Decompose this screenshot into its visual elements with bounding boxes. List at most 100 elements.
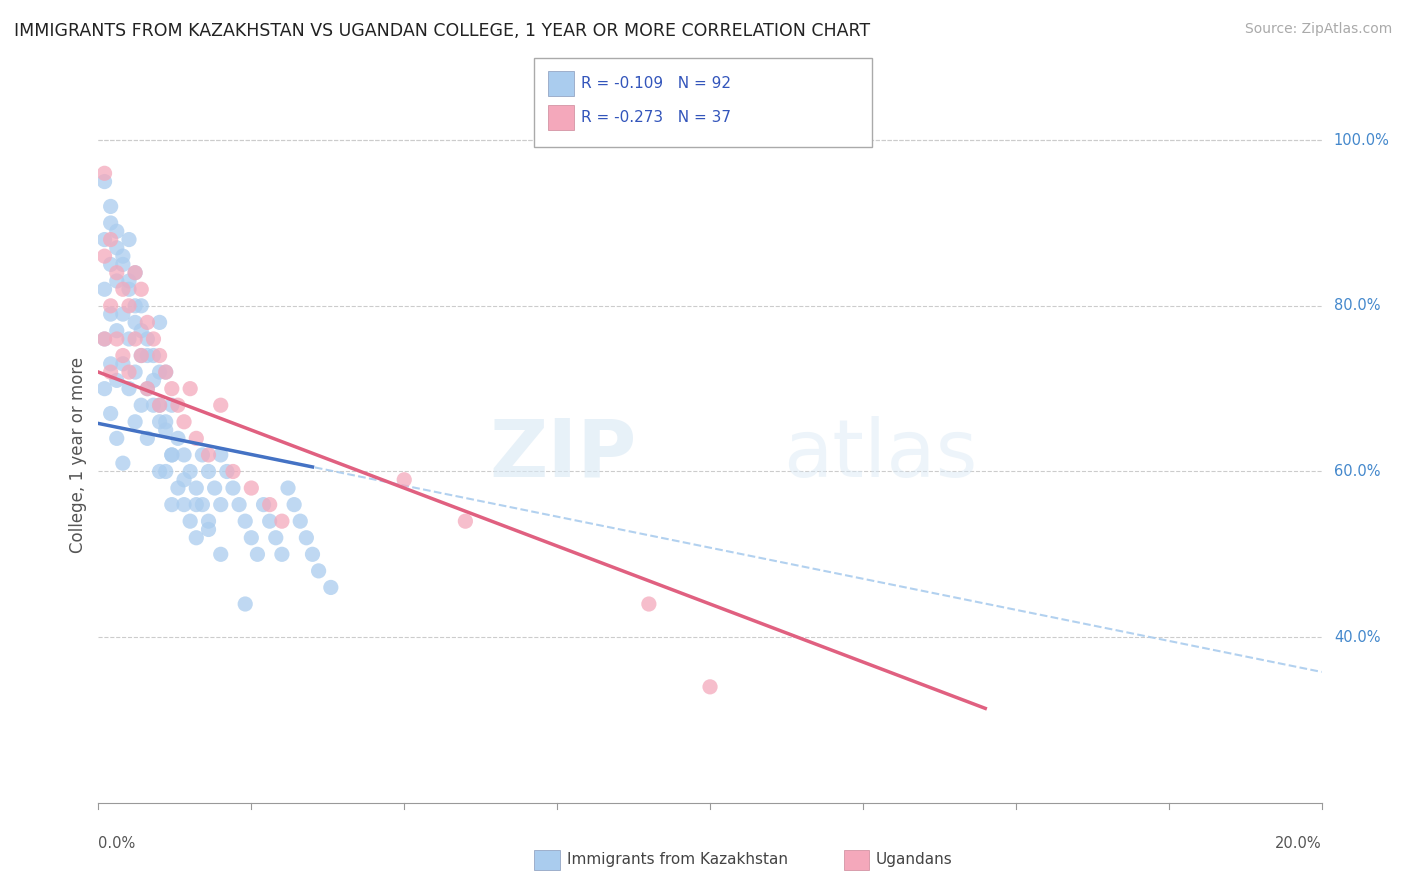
- Point: [155, 365, 177, 379]
- Point: [100, 216, 122, 230]
- Point: [136, 315, 159, 329]
- Point: [160, 382, 183, 396]
- Point: [142, 398, 165, 412]
- Point: [179, 465, 201, 479]
- Point: [149, 349, 172, 363]
- Point: [129, 398, 152, 412]
- Point: [392, 473, 416, 487]
- Point: [93, 166, 115, 180]
- Point: [290, 514, 312, 528]
- Point: [270, 514, 292, 528]
- Point: [149, 365, 172, 379]
- Point: [93, 382, 115, 396]
- Point: [319, 581, 342, 595]
- Point: [209, 398, 232, 412]
- Point: [124, 365, 146, 379]
- Text: atlas: atlas: [783, 416, 977, 494]
- Point: [105, 373, 128, 387]
- Point: [149, 398, 172, 412]
- Point: [100, 199, 122, 213]
- Point: [111, 349, 134, 363]
- Point: [283, 498, 305, 512]
- Point: [105, 241, 128, 255]
- Point: [167, 431, 190, 445]
- Point: [270, 547, 292, 561]
- Point: [173, 498, 195, 512]
- Point: [105, 266, 128, 280]
- Text: Immigrants from Kazakhstan: Immigrants from Kazakhstan: [567, 853, 787, 867]
- Point: [142, 332, 165, 346]
- Text: 20.0%: 20.0%: [1275, 836, 1322, 851]
- Point: [197, 514, 219, 528]
- Text: IMMIGRANTS FROM KAZAKHSTAN VS UGANDAN COLLEGE, 1 YEAR OR MORE CORRELATION CHART: IMMIGRANTS FROM KAZAKHSTAN VS UGANDAN CO…: [14, 22, 870, 40]
- Point: [124, 299, 146, 313]
- Point: [129, 324, 152, 338]
- Point: [105, 431, 128, 445]
- Point: [129, 282, 152, 296]
- Point: [129, 299, 152, 313]
- Text: R = -0.273   N = 37: R = -0.273 N = 37: [581, 111, 731, 125]
- Point: [186, 481, 208, 495]
- Point: [136, 431, 159, 445]
- Point: [129, 349, 152, 363]
- Point: [93, 175, 115, 189]
- Point: [100, 357, 122, 371]
- Point: [129, 349, 152, 363]
- Point: [124, 415, 146, 429]
- Text: Source: ZipAtlas.com: Source: ZipAtlas.com: [1244, 22, 1392, 37]
- Point: [149, 465, 172, 479]
- Point: [118, 382, 141, 396]
- Point: [259, 514, 281, 528]
- Point: [149, 398, 172, 412]
- Point: [301, 547, 323, 561]
- Point: [105, 224, 128, 238]
- Point: [136, 332, 159, 346]
- Text: 60.0%: 60.0%: [1334, 464, 1381, 479]
- Point: [197, 448, 219, 462]
- Point: [308, 564, 330, 578]
- Point: [93, 282, 115, 296]
- Point: [155, 465, 177, 479]
- Point: [179, 382, 201, 396]
- Point: [118, 274, 141, 288]
- Point: [100, 299, 122, 313]
- Point: [142, 349, 165, 363]
- Point: [197, 465, 219, 479]
- Point: [173, 448, 195, 462]
- Point: [155, 415, 177, 429]
- Point: [111, 249, 134, 263]
- Point: [100, 257, 122, 271]
- Point: [136, 382, 159, 396]
- Point: [100, 233, 122, 247]
- Point: [100, 307, 122, 321]
- Point: [179, 514, 201, 528]
- Point: [160, 448, 183, 462]
- Point: [124, 332, 146, 346]
- Point: [240, 531, 263, 545]
- Point: [209, 498, 232, 512]
- Point: [124, 266, 146, 280]
- Point: [124, 266, 146, 280]
- Y-axis label: College, 1 year or more: College, 1 year or more: [69, 357, 87, 553]
- Point: [105, 332, 128, 346]
- Point: [204, 481, 226, 495]
- Point: [136, 382, 159, 396]
- Point: [111, 282, 134, 296]
- Point: [246, 547, 269, 561]
- Text: R = -0.109   N = 92: R = -0.109 N = 92: [581, 77, 731, 91]
- Point: [93, 249, 115, 263]
- Point: [160, 398, 183, 412]
- Text: 40.0%: 40.0%: [1334, 630, 1381, 645]
- Point: [233, 514, 256, 528]
- Point: [209, 448, 232, 462]
- Text: 100.0%: 100.0%: [1334, 133, 1389, 148]
- Point: [209, 547, 232, 561]
- Point: [186, 498, 208, 512]
- Point: [191, 448, 214, 462]
- Point: [173, 473, 195, 487]
- Text: Ugandans: Ugandans: [876, 853, 953, 867]
- Point: [277, 481, 299, 495]
- Point: [124, 315, 146, 329]
- Point: [252, 498, 274, 512]
- Point: [222, 465, 245, 479]
